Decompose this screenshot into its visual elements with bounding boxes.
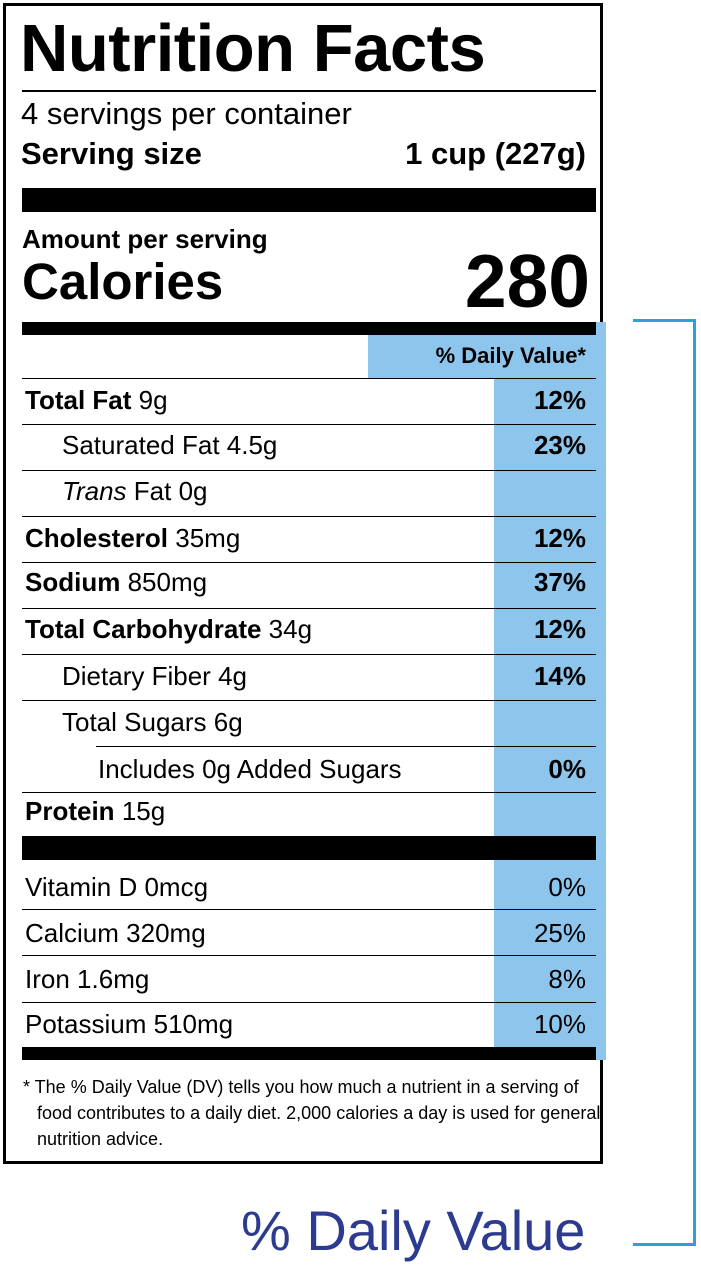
bracket-vertical-line xyxy=(693,319,696,1246)
dv-dietary-fiber: 14% xyxy=(533,661,586,691)
dv-iron: 8% xyxy=(548,964,586,994)
nutrient-total-carbohydrate: Total Carbohydrate 34g xyxy=(25,614,313,644)
nutrient-sodium: Sodium 850mg xyxy=(25,567,208,597)
row-divider-indented xyxy=(96,746,596,747)
calories-label: Calories xyxy=(22,253,224,310)
dv-vitamin-d: 0% xyxy=(548,872,586,902)
row-divider xyxy=(22,608,596,609)
dv-total-fat: 12% xyxy=(533,385,586,415)
row-divider xyxy=(22,470,596,471)
row-divider xyxy=(22,1002,596,1003)
thick-divider-bottom xyxy=(22,1047,596,1060)
dv-saturated-fat: 23% xyxy=(533,430,586,460)
daily-value-header: % Daily Value* xyxy=(435,343,586,368)
servings-per-container: 4 servings per container xyxy=(21,96,352,131)
row-divider xyxy=(22,700,596,701)
amount-per-serving: Amount per serving xyxy=(22,224,268,254)
serving-size-value: 1 cup (227g) xyxy=(405,136,586,171)
nutrient-added-sugars: Includes 0g Added Sugars xyxy=(98,754,402,784)
nutrient-total-sugars: Total Sugars 6g xyxy=(62,707,243,737)
nutrient-trans-fat: Trans Fat 0g xyxy=(62,476,208,506)
dv-calcium: 25% xyxy=(533,918,586,948)
thick-divider-top xyxy=(22,188,596,212)
row-divider xyxy=(22,955,596,956)
potassium: Potassium 510mg xyxy=(25,1009,234,1039)
dv-added-sugars: 0% xyxy=(548,754,586,784)
nutrient-dietary-fiber: Dietary Fiber 4g xyxy=(62,661,247,691)
row-divider xyxy=(22,378,596,379)
nutrient-saturated-fat: Saturated Fat 4.5g xyxy=(62,430,278,460)
nutrient-total-fat: Total Fat 9g xyxy=(25,385,168,415)
dv-cholesterol: 12% xyxy=(533,523,586,553)
thick-divider-vitamins xyxy=(22,836,596,860)
vitamin-d: Vitamin D 0mcg xyxy=(25,872,209,902)
daily-value-callout: % Daily Value xyxy=(241,1199,586,1262)
calories-value: 280 xyxy=(464,239,590,323)
calcium: Calcium 320mg xyxy=(25,918,206,948)
label-title: Nutrition Facts xyxy=(20,11,486,86)
dv-total-carbohydrate: 12% xyxy=(533,614,586,644)
serving-size-label: Serving size xyxy=(21,136,202,171)
bracket-top-line xyxy=(633,319,696,322)
dv-column-highlight xyxy=(494,322,606,1060)
row-divider xyxy=(22,792,596,793)
row-divider xyxy=(22,562,596,563)
thick-divider-calories xyxy=(22,322,596,335)
title-rule xyxy=(22,90,596,92)
row-divider xyxy=(22,909,596,910)
footnote: * The % Daily Value (DV) tells you how m… xyxy=(23,1077,601,1149)
row-divider xyxy=(22,654,596,655)
nutrient-protein: Protein 15g xyxy=(25,796,166,826)
dv-sodium: 37% xyxy=(533,567,586,597)
nutrition-facts-label: Nutrition Facts 4 servings per container… xyxy=(3,3,606,1164)
nutrient-cholesterol: Cholesterol 35mg xyxy=(25,523,241,553)
iron: Iron 1.6mg xyxy=(25,964,150,994)
bracket-bottom-line xyxy=(633,1243,696,1246)
dv-potassium: 10% xyxy=(533,1009,586,1039)
row-divider xyxy=(22,516,596,517)
row-divider xyxy=(22,424,596,425)
